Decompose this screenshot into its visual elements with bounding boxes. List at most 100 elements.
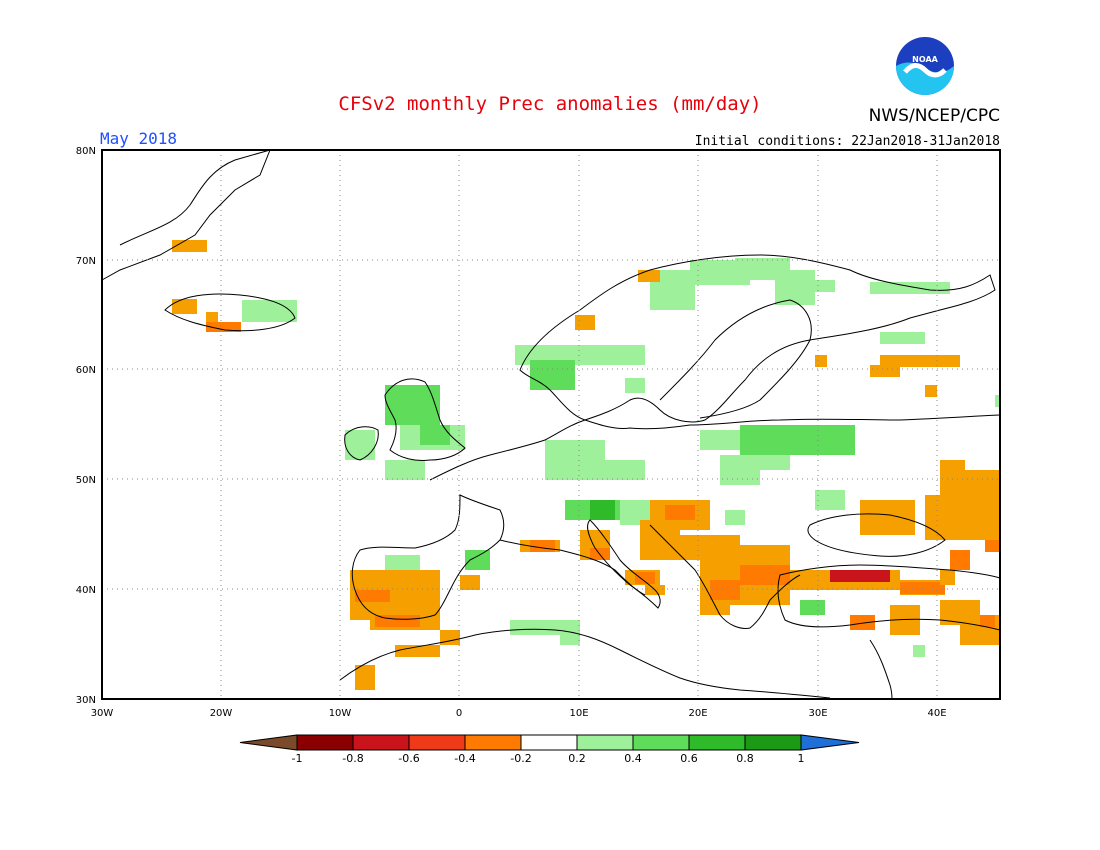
coastline-path (519, 254, 996, 423)
legend-tick-label: -0.4 (454, 752, 475, 765)
color-legend: -1 -0.8 -0.6 -0.4 -0.2 0.2 0.4 0.6 0.8 1 (239, 734, 860, 765)
anomaly-cell (740, 565, 790, 585)
coastline-path (807, 513, 946, 557)
anomaly-cell (665, 505, 695, 520)
anomaly-cell (600, 460, 645, 480)
anomaly-cell (206, 322, 241, 332)
anomaly-cell (172, 240, 207, 252)
coastline-path (429, 414, 1001, 481)
anomaly-cell (725, 510, 745, 525)
anomaly-cell (355, 590, 390, 602)
anomaly-cell (860, 500, 915, 535)
lon-label: 30W (91, 708, 114, 719)
anomaly-cell (815, 355, 827, 367)
lon-label: 0 (456, 708, 462, 719)
legend-arrow-left (239, 734, 298, 751)
legend-box (576, 734, 634, 751)
lat-label: 60N (76, 365, 96, 376)
legend-box (632, 734, 690, 751)
anomaly-cell (810, 280, 835, 292)
anomaly-cell (420, 425, 450, 445)
legend-box (688, 734, 746, 751)
lat-label: 40N (76, 585, 96, 596)
lat-label: 30N (76, 695, 96, 706)
anomaly-cell (385, 555, 420, 570)
anomaly-cell (850, 615, 875, 630)
lon-label: 20E (688, 708, 707, 719)
anomaly-cell (638, 270, 660, 282)
anomaly-cell (640, 520, 680, 560)
anomaly-cell (775, 270, 815, 305)
anomaly-cell (242, 300, 297, 322)
anomaly-cell (880, 332, 925, 344)
legend-box (352, 734, 410, 751)
anomaly-cell (870, 365, 900, 377)
coastline-path (777, 564, 1001, 631)
legend-box (296, 734, 354, 751)
anomaly-cell (925, 385, 937, 397)
anomaly-cell (575, 315, 595, 330)
anomaly-cell (950, 550, 970, 570)
anomaly-cell (800, 600, 825, 615)
anomaly-cell (385, 385, 440, 425)
map-background (102, 150, 1000, 699)
legend-tick-label: -1 (292, 752, 303, 765)
anomaly-cell (600, 345, 645, 365)
legend-tick-label: 1 (798, 752, 805, 765)
anomaly-cell (172, 299, 197, 314)
anomaly-cell (625, 378, 645, 393)
lat-label: 50N (76, 475, 96, 486)
anomaly-cell (830, 570, 890, 582)
logo-text: NOAA (912, 55, 938, 64)
legend-tick-label: 0.8 (736, 752, 754, 765)
anomaly-cell (545, 440, 605, 480)
anomaly-cell (740, 425, 855, 455)
anomaly-cell (870, 282, 950, 294)
anomaly-cell (750, 455, 790, 470)
initial-conditions: Initial conditions: 22Jan2018-31Jan2018 (695, 134, 1000, 149)
agency-label: NWS/NCEP/CPC (869, 106, 1000, 126)
anomaly-cell (880, 355, 960, 367)
map-panel: 80N 70N 60N 50N 40N 30N 30W 20W 10W 0 10E 20E 30E 40… (76, 146, 1001, 719)
legend-box (408, 734, 466, 751)
anomaly-cell (913, 645, 925, 657)
legend-tick-label: 0.4 (624, 752, 642, 765)
legend-tick-label: -0.2 (510, 752, 531, 765)
lat-label: 70N (76, 256, 96, 267)
anomaly-cell (635, 572, 655, 584)
anomaly-cell (206, 312, 218, 324)
anomaly-cell (440, 630, 460, 645)
legend-box (464, 734, 522, 751)
coastline-path (344, 426, 379, 461)
anomaly-cell (355, 665, 375, 690)
legend-box (744, 734, 802, 751)
legend-arrow-right (800, 734, 860, 751)
anomaly-cell (960, 470, 1000, 500)
coastlines (101, 149, 1001, 700)
anomaly-cell (940, 570, 955, 585)
coastline-path (384, 378, 466, 461)
anomaly-cell (980, 615, 995, 627)
anomaly-cell (530, 360, 575, 390)
lon-label: 10E (569, 708, 588, 719)
coastline-path (659, 299, 812, 419)
lon-label: 40E (927, 708, 946, 719)
anomaly-cell (460, 575, 480, 590)
anomaly-cell (710, 580, 740, 600)
anomaly-cell (900, 582, 945, 594)
lon-label: 20W (210, 708, 233, 719)
legend-tick-label: 0.2 (568, 752, 586, 765)
longitude-labels: 30W 20W 10W 0 10E 20E 30E 40E (91, 708, 947, 719)
anomaly-cell (815, 490, 845, 510)
anomaly-cell (590, 500, 615, 520)
anomaly-cell (345, 430, 375, 460)
lat-label: 80N (76, 146, 96, 157)
coastline-path (649, 524, 801, 629)
coastline-path (164, 293, 296, 332)
anomaly-cell (530, 540, 555, 552)
coastline-path (101, 149, 271, 281)
lon-label: 10W (329, 708, 352, 719)
coastline-path (587, 519, 661, 609)
anomaly-cell (385, 460, 425, 480)
